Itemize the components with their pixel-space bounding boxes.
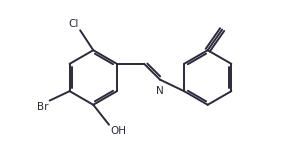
- Text: Br: Br: [37, 102, 49, 112]
- Text: N: N: [156, 86, 163, 96]
- Text: Cl: Cl: [69, 19, 79, 29]
- Text: OH: OH: [110, 126, 126, 136]
